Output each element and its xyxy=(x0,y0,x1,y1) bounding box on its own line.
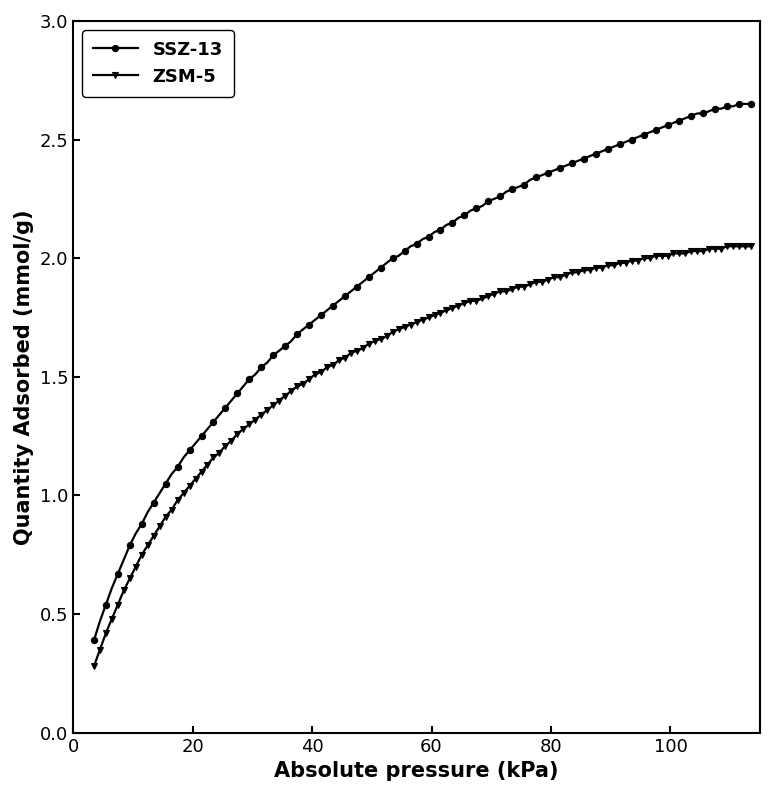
X-axis label: Absolute pressure (kPa): Absolute pressure (kPa) xyxy=(274,761,559,781)
SSZ-13 xyxy=(89,635,98,645)
SSZ-13 xyxy=(334,296,344,305)
ZSM-5 xyxy=(89,661,98,671)
SSZ-13 xyxy=(257,363,266,372)
Y-axis label: Quantity Adsorbed (mmol/g): Quantity Adsorbed (mmol/g) xyxy=(14,209,34,545)
SSZ-13 xyxy=(746,99,755,109)
Line: SSZ-13: SSZ-13 xyxy=(91,101,755,643)
ZSM-5 xyxy=(728,242,738,251)
ZSM-5 xyxy=(238,425,248,434)
ZSM-5 xyxy=(471,296,481,305)
SSZ-13 xyxy=(394,251,403,261)
SSZ-13 xyxy=(238,382,248,391)
ZSM-5 xyxy=(394,324,403,334)
ZSM-5 xyxy=(746,242,755,251)
ZSM-5 xyxy=(723,242,732,251)
SSZ-13 xyxy=(471,204,481,213)
SSZ-13 xyxy=(723,102,732,111)
SSZ-13 xyxy=(735,99,744,109)
Line: ZSM-5: ZSM-5 xyxy=(91,242,755,669)
ZSM-5 xyxy=(257,410,266,420)
Legend: SSZ-13, ZSM-5: SSZ-13, ZSM-5 xyxy=(82,30,234,97)
ZSM-5 xyxy=(334,355,344,365)
